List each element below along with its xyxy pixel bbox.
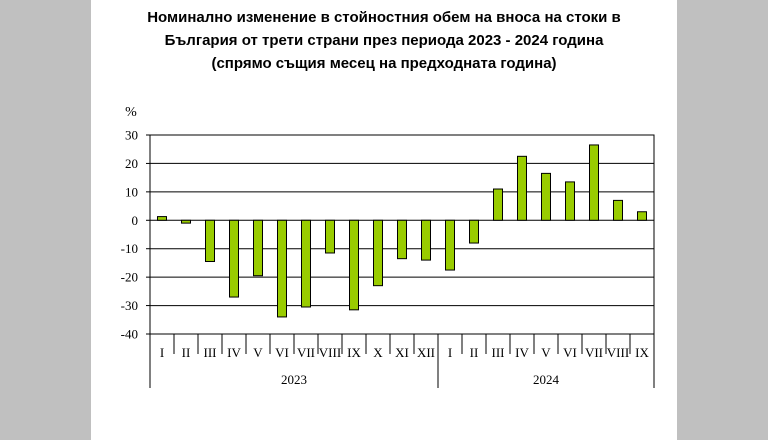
x-tick-label: II xyxy=(470,345,479,360)
year-labels: 2023 2024 xyxy=(281,372,560,387)
bar xyxy=(181,219,191,224)
x-tick-label: X xyxy=(373,345,383,360)
y-tick-label: -30 xyxy=(121,298,138,313)
bar xyxy=(373,219,383,287)
bar xyxy=(229,219,239,298)
x-tick-label: VIII xyxy=(607,345,629,360)
y-tick-label: -20 xyxy=(121,270,138,285)
y-tick-label: 20 xyxy=(125,156,138,171)
x-tick-label: IV xyxy=(227,345,241,360)
year-label: 2023 xyxy=(281,372,307,387)
bar xyxy=(397,219,407,260)
year-label: 2024 xyxy=(533,372,560,387)
bar xyxy=(493,188,503,221)
y-tick-label: -40 xyxy=(121,327,138,342)
bar xyxy=(421,219,431,261)
bar xyxy=(565,181,575,221)
x-tick-label: XII xyxy=(417,345,435,360)
x-tick-label: V xyxy=(253,345,263,360)
bar xyxy=(517,155,527,221)
x-tick-label: IX xyxy=(635,345,649,360)
x-tick-label: I xyxy=(448,345,452,360)
bar xyxy=(541,172,551,221)
x-tick-label: VIII xyxy=(319,345,341,360)
chart-title: Номинално изменение в стойностния обем н… xyxy=(91,6,677,75)
y-axis-label: % xyxy=(125,105,137,120)
title-line-3: (спрямо същия месец на предходната годин… xyxy=(211,55,557,72)
x-tick-label: XI xyxy=(395,345,409,360)
bar xyxy=(445,219,455,271)
bar xyxy=(325,219,335,254)
y-tick-label: 10 xyxy=(125,184,138,199)
bar xyxy=(589,144,599,221)
y-tick-label: 30 xyxy=(125,128,138,143)
bar xyxy=(277,219,287,318)
x-tick-label: I xyxy=(160,345,164,360)
x-tick-label: VII xyxy=(585,345,603,360)
bars xyxy=(157,144,647,318)
bar xyxy=(469,219,479,244)
y-tick-label: -10 xyxy=(121,241,138,256)
title-line-2: България от трети страни през периода 20… xyxy=(164,32,604,49)
x-tick-label: V xyxy=(541,345,551,360)
x-tick-label: II xyxy=(182,345,191,360)
x-tick-label: III xyxy=(492,345,505,360)
bar xyxy=(253,219,263,277)
axes xyxy=(146,134,655,388)
bar xyxy=(301,219,311,308)
bar xyxy=(349,219,359,311)
x-tick-label: IV xyxy=(515,345,529,360)
bar xyxy=(613,199,623,221)
y-tick-label: 0 xyxy=(132,213,139,228)
x-tick-label: III xyxy=(204,345,217,360)
plot-frame xyxy=(149,134,655,335)
x-tick-label: VI xyxy=(563,345,577,360)
x-tick-labels: I II III IV V VI VII VIII IX X XI XII I II III IV V VI VII… xyxy=(160,345,650,360)
y-tick-labels: 30 20 10 0 -10 -20 -30 -40 xyxy=(121,128,138,342)
title-line-1: Номинално изменение в стойностния обем н… xyxy=(147,9,621,26)
x-tick-label: VI xyxy=(275,345,289,360)
bar xyxy=(157,216,167,221)
x-tick-label: VII xyxy=(297,345,315,360)
x-tick-label: IX xyxy=(347,345,361,360)
bar xyxy=(205,219,215,263)
bar xyxy=(637,211,647,221)
